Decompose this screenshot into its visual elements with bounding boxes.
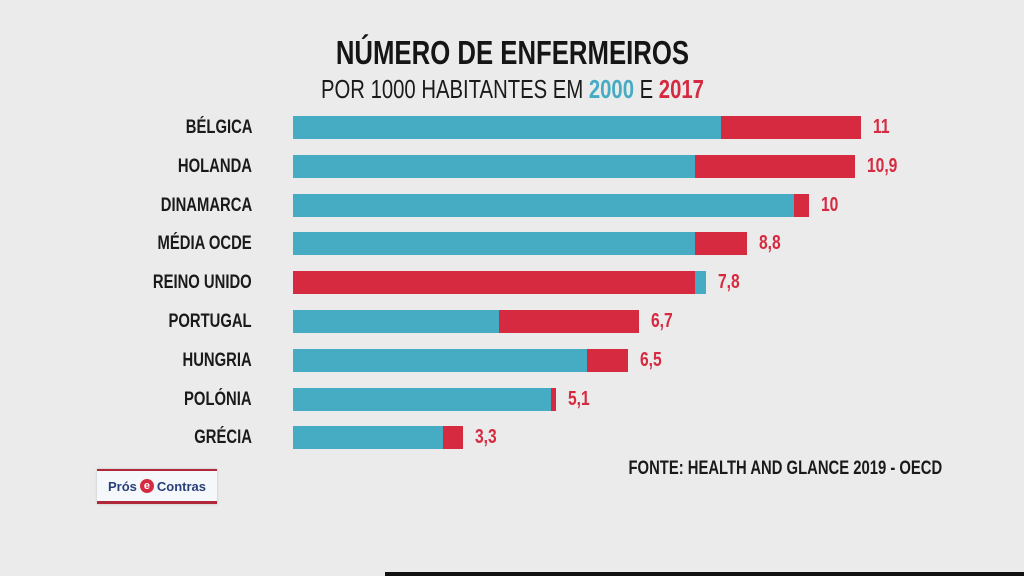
bar-2017 — [499, 310, 639, 333]
value-label: 8,8 — [759, 232, 781, 255]
category-label: GRÉCIA — [194, 427, 252, 449]
bar-2017 — [793, 193, 809, 217]
value-label: 6,7 — [650, 310, 673, 332]
bar-2017 — [442, 426, 464, 450]
bar-2000 — [293, 116, 722, 139]
value-label: 5,1 — [568, 387, 590, 410]
bar-2017 — [695, 154, 856, 178]
bar-2000 — [293, 426, 443, 450]
chart-subtitle: POR 1000 HABITANTES EM 2000 E 2017 — [320, 74, 704, 104]
bar-2000 — [293, 232, 696, 256]
bar-2017 — [587, 348, 629, 372]
category-label: POLÓNIA — [184, 388, 252, 410]
chart-title: NÚMERO DE ENFERMEIROS — [335, 34, 689, 71]
category-label: DINAMARCA — [160, 194, 252, 216]
category-label: HUNGRIA — [182, 349, 252, 371]
value-label: 3,3 — [475, 426, 497, 449]
legend-2017: 2017 — [658, 74, 704, 104]
source-note: FONTE: HEALTH AND GLANCE 2019 - OECD — [628, 458, 942, 479]
bar-2000 — [293, 348, 588, 372]
category-label: PORTUGAL — [168, 311, 252, 332]
value-label: 10 — [821, 193, 839, 216]
bottom-bar — [385, 572, 1024, 576]
category-label: BÉLGICA — [185, 117, 252, 138]
category-label: MÉDIA OCDE — [157, 233, 252, 255]
pros-e-contras-logo: Prós e Contras — [97, 469, 217, 504]
bar-2017 — [695, 232, 748, 256]
category-label: HOLANDA — [177, 155, 252, 177]
value-label: 6,5 — [640, 348, 663, 371]
value-label: 7,8 — [717, 271, 740, 294]
legend-2000: 2000 — [588, 74, 634, 104]
bar-2000 — [293, 387, 551, 411]
bar-2017 — [551, 387, 557, 411]
bar-2017 — [721, 116, 861, 139]
bar-2017 — [293, 271, 696, 295]
category-label: REINO UNIDO — [153, 272, 252, 294]
value-label: 11 — [872, 116, 890, 138]
bar-2000 — [293, 310, 500, 333]
bar-2000 — [293, 154, 696, 178]
bar-2000 — [293, 193, 794, 217]
value-label: 10,9 — [867, 154, 898, 177]
